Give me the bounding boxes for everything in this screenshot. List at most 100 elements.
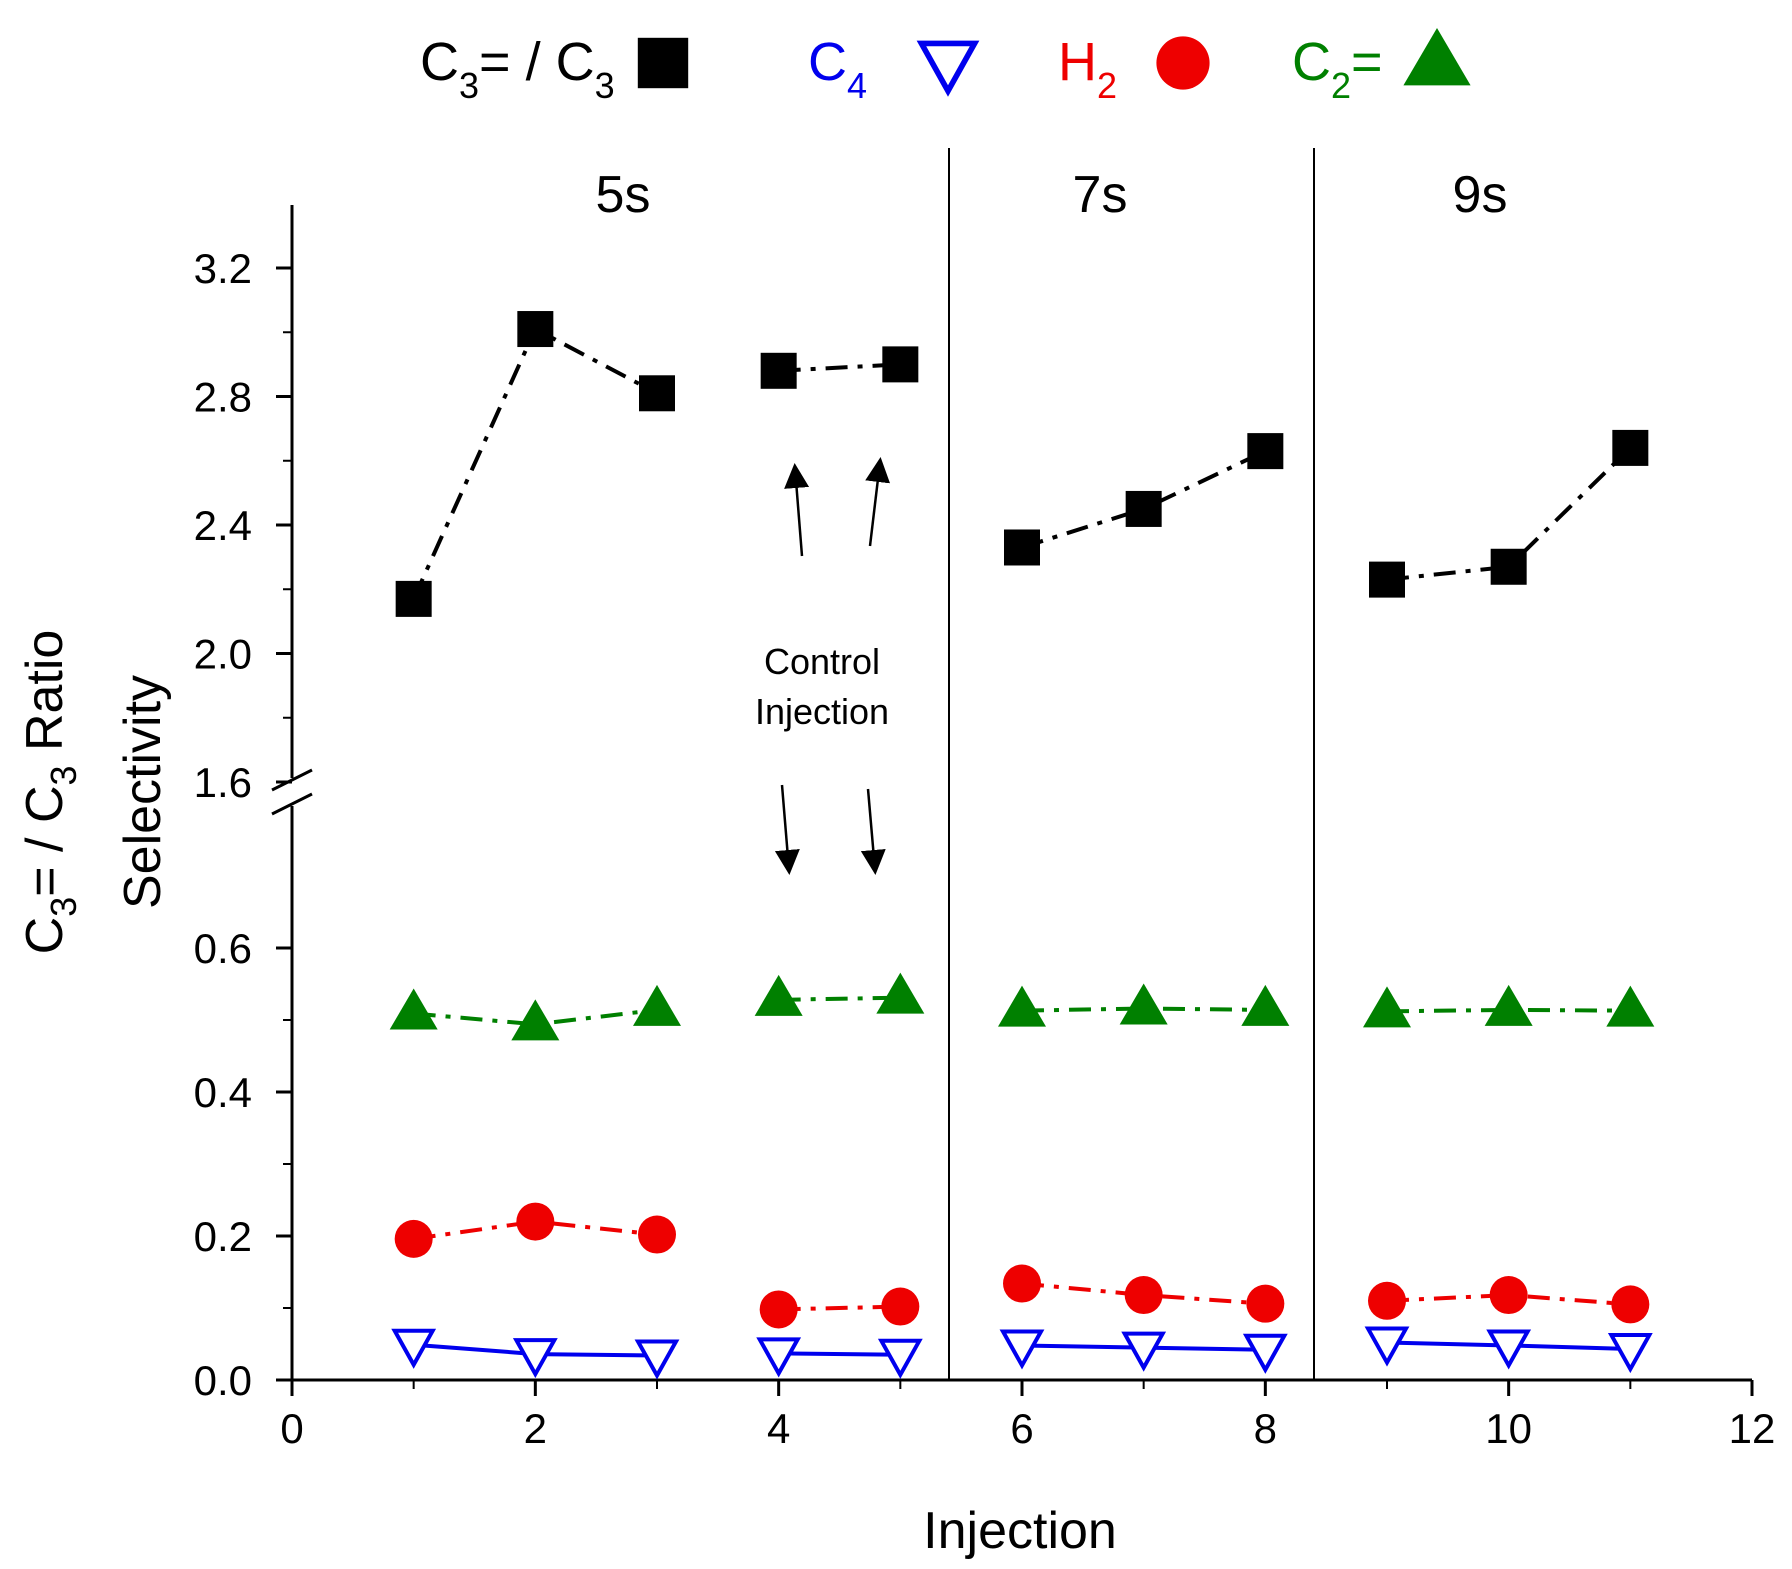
data-point <box>1369 561 1405 598</box>
data-point <box>389 988 438 1030</box>
y-lower-tick-label: 0.2 <box>194 1213 252 1260</box>
data-point <box>1124 1276 1163 1315</box>
series-line <box>778 995 901 1002</box>
y-lower-tick-label: 0.4 <box>194 1069 252 1116</box>
annotation-arrow <box>860 788 886 875</box>
series-line <box>411 326 658 600</box>
plot-area <box>389 311 1655 1380</box>
data-point <box>1363 986 1411 1028</box>
region-label-5s: 5s <box>596 166 651 224</box>
y-lower-tick-label: 0.0 <box>194 1357 252 1404</box>
y-upper-tick-label: 3.2 <box>194 245 252 292</box>
data-point <box>1484 984 1533 1026</box>
data-point <box>634 1339 680 1380</box>
data-point <box>882 346 919 383</box>
y-upper-tick-label: 2.4 <box>194 502 252 549</box>
data-point <box>1490 548 1527 585</box>
series-line <box>413 1007 658 1027</box>
data-point <box>1119 983 1168 1025</box>
x-tick-label: 2 <box>524 1405 547 1452</box>
series-0 <box>395 311 1649 617</box>
data-point <box>1489 1276 1528 1315</box>
y-upper-tick-label: 1.6 <box>194 759 252 806</box>
data-point <box>998 985 1046 1027</box>
legend-label-c4: C4 <box>808 32 867 106</box>
data-point <box>517 311 554 348</box>
x-tick-label: 0 <box>280 1405 303 1452</box>
x-tick-label: 4 <box>767 1405 790 1452</box>
data-point <box>1004 529 1040 566</box>
legend-label-c2: C2= <box>1292 32 1383 106</box>
y-upper-tick-label: 2.8 <box>194 374 252 421</box>
y-axis-break-mark <box>271 768 313 792</box>
series-line <box>1386 1007 1631 1014</box>
data-point <box>1607 1333 1653 1374</box>
legend: C3= / C3 C4 H2 C2= <box>420 28 1471 106</box>
data-point <box>760 352 797 389</box>
legend-label-c3ratio: C3= / C3 <box>420 32 615 106</box>
data-point <box>1246 1284 1285 1323</box>
control-injection-annotation: Control Injection <box>755 457 891 875</box>
legend-marker-c2 <box>1403 28 1471 86</box>
data-point <box>1486 1329 1532 1370</box>
data-point <box>1364 1326 1410 1367</box>
series-3 <box>389 972 1655 1041</box>
axes: 0 2 4 6 8 10 12 1.6 2.0 2.4 2.8 3.2 0.0 0.2 0.4 0.6 Inje… <box>16 205 1775 1560</box>
annotation-line1: Control <box>764 641 880 682</box>
data-point <box>1241 984 1290 1026</box>
legend-marker-h2 <box>1156 36 1210 90</box>
data-point <box>512 1338 558 1379</box>
data-point <box>877 1338 923 1379</box>
y-axis-break-mark <box>271 792 313 816</box>
legend-marker-c3ratio <box>637 37 689 89</box>
data-point <box>999 1329 1045 1370</box>
x-tick-label: 12 <box>1729 1405 1776 1452</box>
x-tick-label: 8 <box>1254 1405 1277 1452</box>
data-point <box>1242 1333 1288 1374</box>
series-line <box>778 1351 901 1357</box>
data-point <box>1606 985 1655 1027</box>
series-line <box>413 1219 658 1241</box>
data-point <box>1611 1285 1650 1324</box>
x-tick-label: 10 <box>1485 1405 1532 1452</box>
x-axis-title: Injection <box>923 1502 1117 1560</box>
data-point <box>759 1290 798 1329</box>
data-point <box>756 1337 802 1378</box>
annotation-arrow <box>865 457 891 547</box>
y-axis-title-ratio: C3= / C3 Ratio <box>16 630 84 955</box>
data-point <box>1247 433 1284 470</box>
data-point <box>754 974 803 1016</box>
data-point <box>633 984 681 1026</box>
data-point <box>1612 429 1649 466</box>
data-point <box>511 999 560 1041</box>
series-line <box>1021 1006 1266 1013</box>
series-line <box>1386 1293 1631 1307</box>
region-dividers: 5s 7s 9s <box>596 148 1508 1380</box>
series-line <box>778 362 901 373</box>
y-axis-title-selectivity: Selectivity <box>114 675 172 909</box>
data-point <box>638 1215 676 1254</box>
region-label-9s: 9s <box>1453 166 1508 224</box>
series-2 <box>394 1202 1650 1329</box>
y-lower-tick-label: 0.6 <box>194 925 252 972</box>
data-point <box>1125 490 1162 527</box>
data-point <box>1121 1331 1167 1372</box>
data-point <box>639 375 675 412</box>
series-1 <box>391 1326 1653 1380</box>
data-point <box>1003 1264 1041 1303</box>
annotation-arrow <box>784 463 810 557</box>
data-point <box>394 1219 433 1258</box>
annotation-line2: Injection <box>755 691 889 732</box>
y-upper-tick-label: 2.0 <box>194 631 252 678</box>
data-point <box>391 1328 437 1369</box>
data-point <box>876 972 925 1014</box>
annotation-arrow <box>774 784 800 875</box>
data-point <box>516 1202 555 1241</box>
data-point <box>881 1287 920 1326</box>
data-point <box>1368 1281 1406 1320</box>
series-line <box>1386 446 1632 582</box>
series-line <box>1021 1281 1266 1306</box>
legend-label-h2: H2 <box>1058 32 1117 106</box>
series-line <box>778 1304 901 1312</box>
